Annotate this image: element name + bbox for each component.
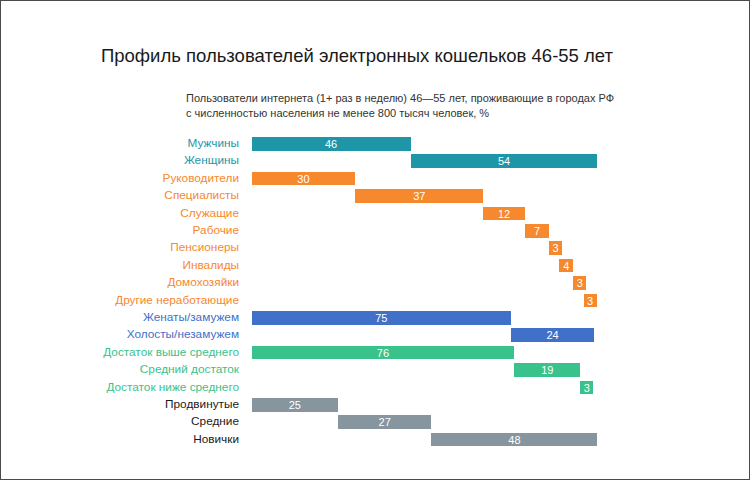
bar-occupation: 12: [483, 207, 525, 221]
bar-income: 76: [252, 346, 515, 360]
chart-row: Домохозяйки 3: [1, 276, 750, 290]
bar-occupation: 7: [525, 224, 549, 238]
chart-row: Мужчины 46: [1, 137, 750, 151]
bar-value: 3: [573, 276, 586, 290]
category-label: Инвалиды: [1, 259, 239, 273]
bar-value: 3: [549, 241, 562, 255]
bar-value: 25: [252, 398, 339, 412]
bar-occupation: 30: [252, 172, 356, 186]
category-label: Средние: [1, 415, 239, 429]
chart-row: Инвалиды 4: [1, 259, 750, 273]
bar-value: 27: [338, 415, 431, 429]
chart-row: Пенсионеры 3: [1, 241, 750, 255]
chart-row: Рабочие 7: [1, 224, 750, 238]
chart-row: Служащие 12: [1, 207, 750, 221]
bar-value: 3: [580, 381, 593, 395]
category-label: Достаток ниже среднего: [1, 381, 239, 395]
category-label: Специалисты: [1, 189, 239, 203]
page: Профиль пользователей электронных кошель…: [0, 0, 750, 480]
category-label: Новички: [1, 433, 239, 447]
category-label: Домохозяйки: [1, 276, 239, 290]
category-label: Женаты/замужем: [1, 311, 239, 325]
bar-value: 46: [252, 137, 411, 151]
category-label: Холосты/незамужем: [1, 328, 239, 342]
bar-value: 37: [355, 189, 483, 203]
chart-row: Средний достаток 19: [1, 363, 750, 377]
bar-occupation: 3: [549, 241, 562, 255]
category-label: Продвинутые: [1, 398, 239, 412]
category-label: Пенсионеры: [1, 241, 239, 255]
bar-experience: 27: [338, 415, 431, 429]
category-label: Мужчины: [1, 137, 239, 151]
bar-occupation: 3: [573, 276, 586, 290]
chart-row: Холосты/незамужем 24: [1, 328, 750, 342]
bar-value: 75: [252, 311, 512, 325]
bar-value: 54: [411, 154, 598, 168]
bar-gender: 54: [411, 154, 598, 168]
category-label: Достаток выше среднего: [1, 346, 239, 360]
chart-row: Специалисты 37: [1, 189, 750, 203]
chart-row: Женаты/замужем 75: [1, 311, 750, 325]
bar-occupation: 4: [559, 259, 573, 273]
bar-marital: 75: [252, 311, 512, 325]
chart-row: Достаток ниже среднего 3: [1, 381, 750, 395]
bar-value: 30: [252, 172, 356, 186]
category-label: Руководители: [1, 172, 239, 186]
chart-row: Руководители 30: [1, 172, 750, 186]
bar-occupation: 3: [584, 294, 597, 308]
bar-value: 76: [252, 346, 515, 360]
bar-occupation: 37: [355, 189, 483, 203]
chart-row: Женщины 54: [1, 154, 750, 168]
bar-income: 3: [580, 381, 593, 395]
bar-value: 24: [511, 328, 594, 342]
bar-marital: 24: [511, 328, 594, 342]
bar-value: 12: [483, 207, 525, 221]
category-label: Средний достаток: [1, 363, 239, 377]
chart-row: Другие неработающие 3: [1, 294, 750, 308]
chart-row: Продвинутые 25: [1, 398, 750, 412]
bar-experience: 48: [431, 433, 597, 447]
bar-value: 3: [584, 294, 597, 308]
bar-value: 7: [525, 224, 549, 238]
category-label: Служащие: [1, 207, 239, 221]
bar-income: 19: [514, 363, 580, 377]
chart-row: Новички 48: [1, 433, 750, 447]
bar-value: 48: [431, 433, 597, 447]
category-label: Другие неработающие: [1, 294, 239, 308]
bar-value: 4: [559, 259, 573, 273]
category-label: Женщины: [1, 154, 239, 168]
waterfall-chart: Мужчины 46 Женщины 54 Руководители 30 Специали…: [1, 1, 750, 480]
bar-experience: 25: [252, 398, 339, 412]
chart-row: Достаток выше среднего 76: [1, 346, 750, 360]
bar-value: 19: [514, 363, 580, 377]
bar-gender: 46: [252, 137, 411, 151]
category-label: Рабочие: [1, 224, 239, 238]
chart-row: Средние 27: [1, 415, 750, 429]
